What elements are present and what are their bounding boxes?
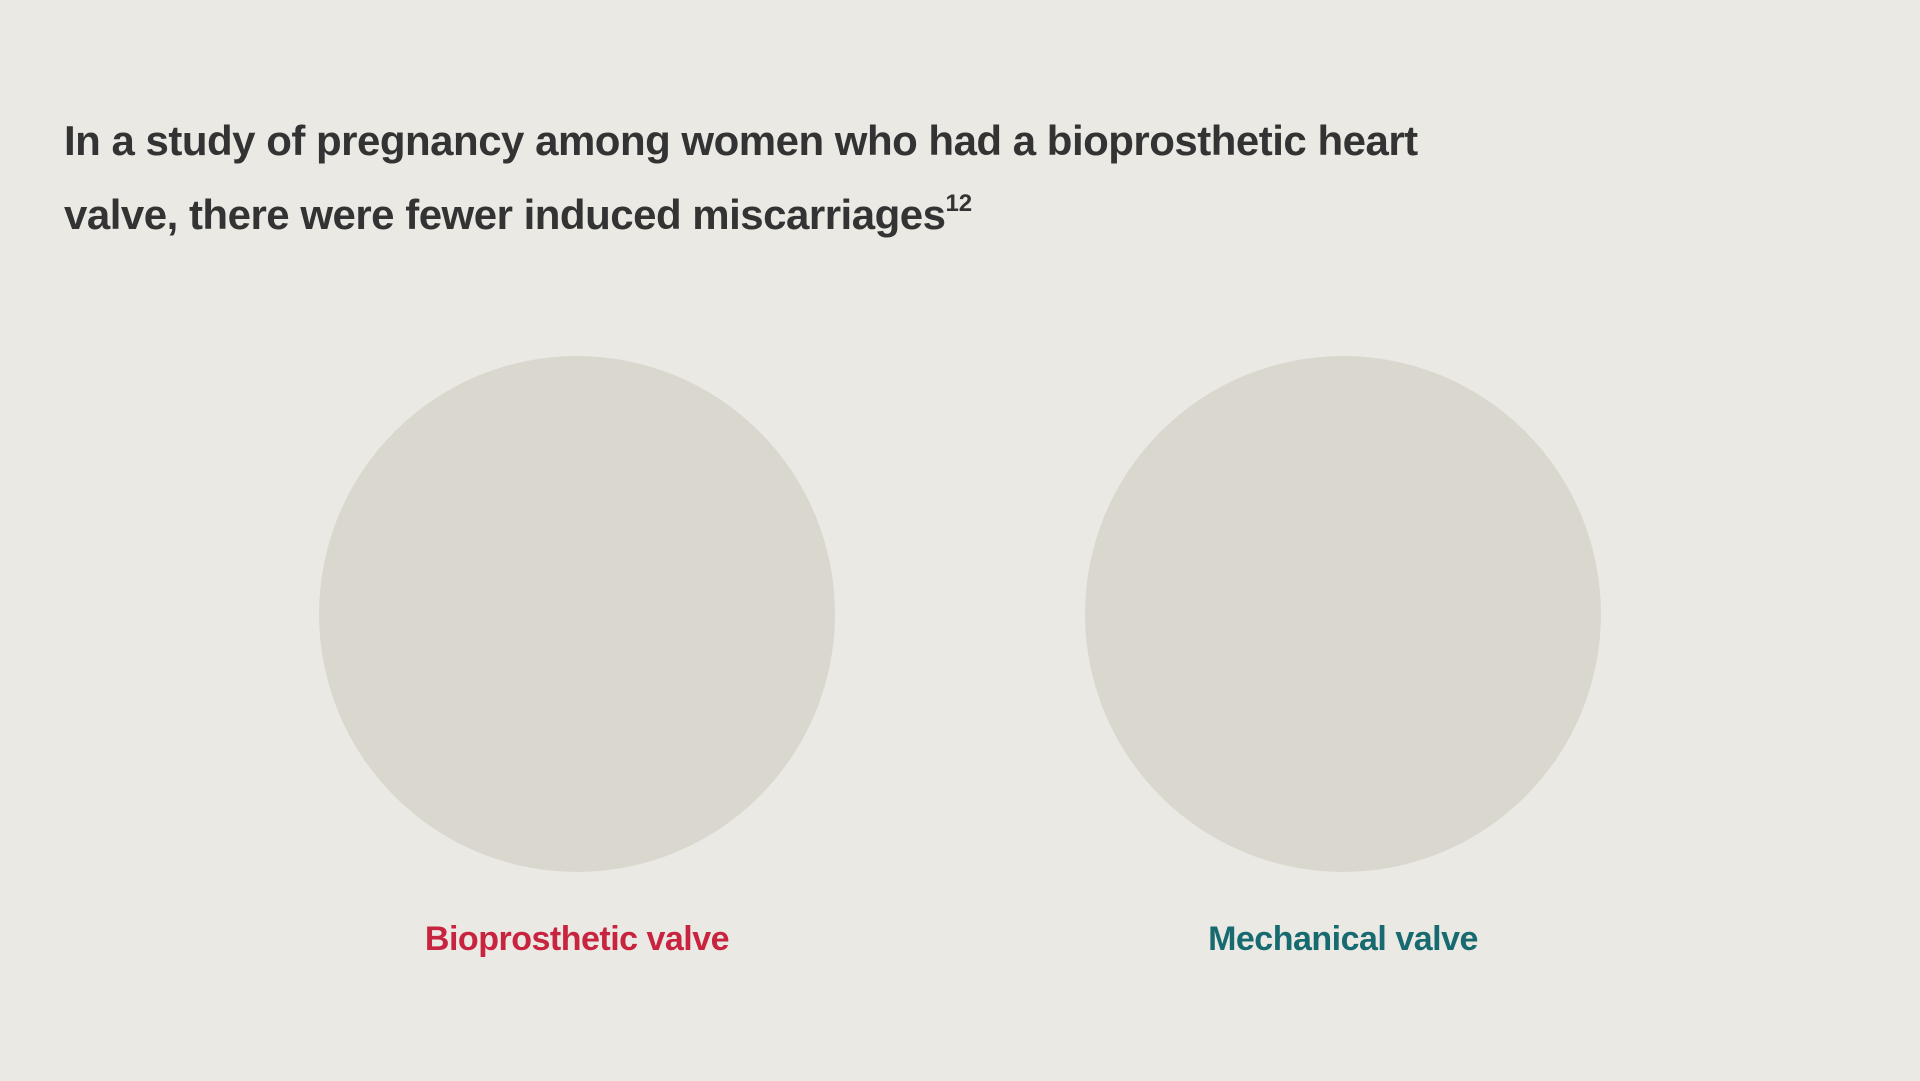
panel-label: Mechanical valve <box>1208 920 1478 958</box>
title-line: In a study of pregnancy among women who … <box>64 117 1418 164</box>
title-text: valve, there were fewer induced miscarri… <box>64 191 946 238</box>
placeholder-circle <box>319 356 835 872</box>
title-line: valve, there were fewer induced miscarri… <box>64 178 1418 252</box>
panel-label: Bioprosthetic valve <box>425 920 729 958</box>
placeholder-circle <box>1085 356 1601 872</box>
title: In a study of pregnancy among women who … <box>64 104 1418 252</box>
reference: 12 <box>945 190 973 217</box>
